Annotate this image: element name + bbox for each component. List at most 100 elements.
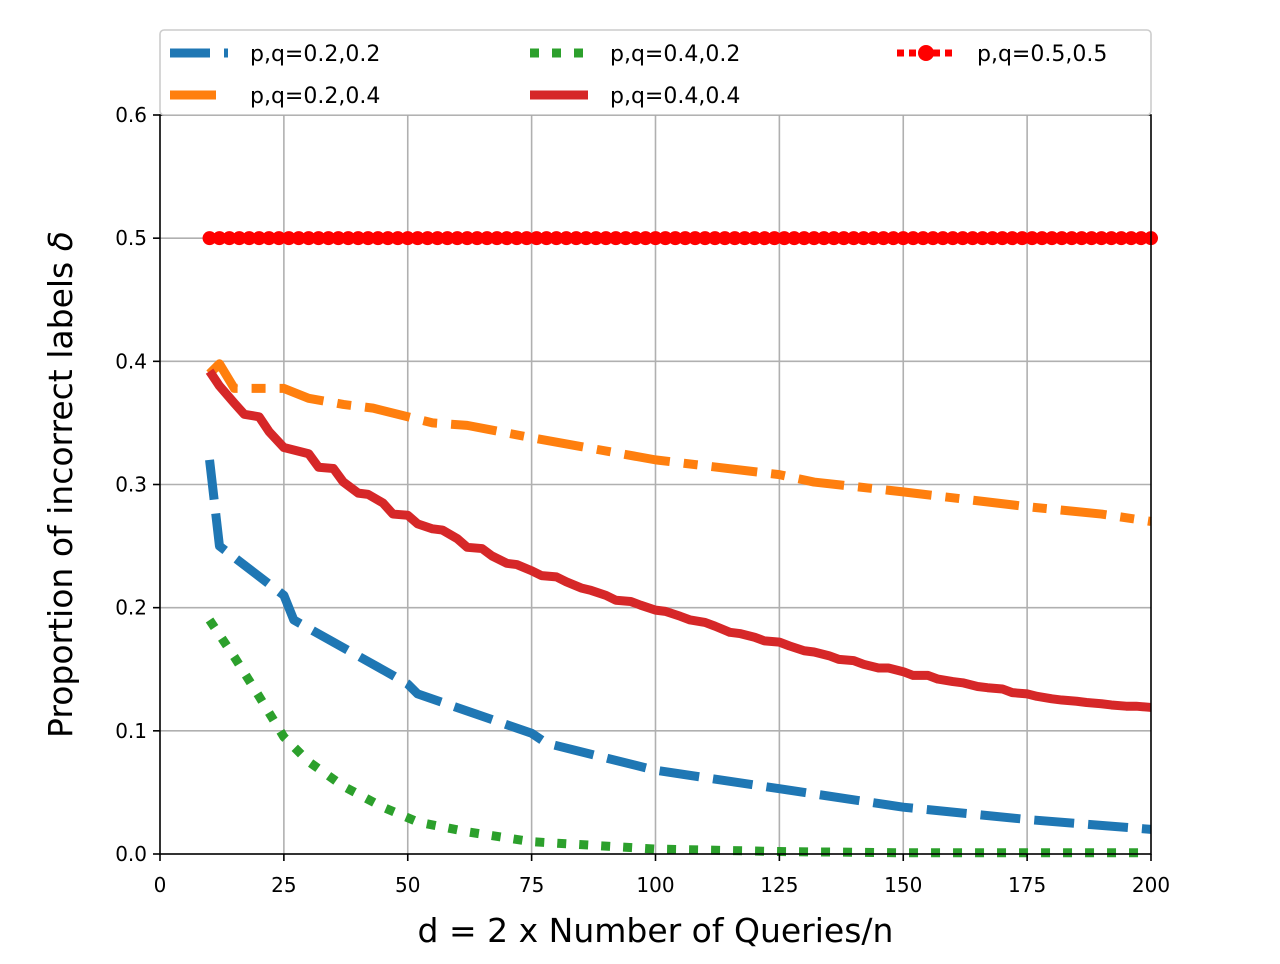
series-marker <box>410 231 425 246</box>
series-marker <box>747 231 762 246</box>
series-marker <box>549 231 564 246</box>
legend-entry-5: p,q=0.5,0.5 <box>897 42 1107 67</box>
series-marker <box>390 231 405 246</box>
series-marker <box>440 231 455 246</box>
x-tick-label: 25 <box>271 873 296 897</box>
series-marker <box>816 231 831 246</box>
series-marker <box>579 231 594 246</box>
series-marker <box>598 231 613 246</box>
series-marker <box>618 231 633 246</box>
series-marker <box>757 231 772 246</box>
series-marker <box>271 231 286 246</box>
series-marker <box>856 231 871 246</box>
series-line <box>206 359 1152 526</box>
series-marker <box>995 231 1010 246</box>
series-marker <box>569 231 584 246</box>
x-tick-label: 125 <box>760 873 798 897</box>
series-marker <box>975 231 990 246</box>
series-marker <box>925 231 940 246</box>
series-marker <box>916 231 931 246</box>
y-tick-label: 0.4 <box>115 349 147 373</box>
series-marker <box>935 231 950 246</box>
series-marker <box>460 231 475 246</box>
legend-label: p,q=0.4,0.4 <box>610 84 740 109</box>
series-marker <box>1025 231 1040 246</box>
series-marker <box>965 231 980 246</box>
series-marker <box>678 231 693 246</box>
series-marker <box>876 231 891 246</box>
series-marker <box>658 231 673 246</box>
series-marker <box>1094 231 1109 246</box>
series-marker <box>489 231 504 246</box>
series-marker <box>430 231 445 246</box>
legend-label: p,q=0.2,0.4 <box>250 84 380 109</box>
series-marker <box>787 231 802 246</box>
series-marker <box>1015 231 1030 246</box>
series-marker <box>589 231 604 246</box>
series-marker <box>351 231 366 246</box>
y-tick-label: 0.3 <box>115 473 147 497</box>
series-marker <box>509 231 524 246</box>
series-marker <box>361 231 376 246</box>
series-marker <box>648 231 663 246</box>
y-tick-label: 0.1 <box>115 719 147 743</box>
series-marker <box>1044 231 1059 246</box>
series-marker <box>281 231 296 246</box>
series-marker <box>707 231 722 246</box>
series-marker <box>559 231 574 246</box>
series-marker <box>886 231 901 246</box>
series-1 <box>205 459 1152 834</box>
series-marker <box>866 231 881 246</box>
series-marker <box>400 231 415 246</box>
series-marker <box>301 231 316 246</box>
tick-labels: 0 25 50 75 100 125 150 175 200 0.0 0.1 0.2 0.3 0.4 0.5… <box>115 103 1170 897</box>
series-marker <box>1034 231 1049 246</box>
legend-entry-4: p,q=0.4,0.4 <box>530 84 740 109</box>
series-marker <box>698 231 713 246</box>
series-marker <box>985 231 1000 246</box>
series-marker <box>202 231 217 246</box>
series-marker <box>252 231 267 246</box>
series-marker <box>638 231 653 246</box>
series-marker <box>717 231 732 246</box>
grid-lines <box>160 115 1151 854</box>
series-marker <box>955 231 970 246</box>
series-4 <box>205 368 1152 712</box>
series-marker <box>1064 231 1079 246</box>
legend: p,q=0.2,0.2 p,q=0.2,0.4 p,q=0.4,0.2 p,q=0.4… <box>159 29 1152 116</box>
series-marker <box>470 231 485 246</box>
legend-label: p,q=0.5,0.5 <box>977 42 1107 67</box>
series-2 <box>206 359 1152 526</box>
series-marker <box>797 231 812 246</box>
x-tick-label: 50 <box>395 873 420 897</box>
series-marker <box>222 231 237 246</box>
y-axis-label-symbol: δ <box>41 231 80 251</box>
series-marker <box>232 231 247 246</box>
series-marker <box>331 231 346 246</box>
series-marker <box>519 231 534 246</box>
series-marker <box>777 231 792 246</box>
series-lines <box>202 231 1158 858</box>
series-line <box>205 459 1152 834</box>
series-marker <box>1074 231 1089 246</box>
series-line <box>205 368 1152 712</box>
y-tick-label: 0.2 <box>115 596 147 620</box>
series-5 <box>202 231 1158 246</box>
series-marker <box>321 231 336 246</box>
series-marker <box>529 231 544 246</box>
series-marker <box>1005 231 1020 246</box>
series-marker <box>906 231 921 246</box>
series-marker <box>807 231 822 246</box>
x-axis-label: d = 2 x Number of Queries/n <box>418 911 894 950</box>
x-tick-label: 0 <box>154 873 167 897</box>
series-marker <box>539 231 554 246</box>
axes <box>153 114 1152 861</box>
legend-label: p,q=0.2,0.2 <box>250 42 380 67</box>
x-tick-label: 150 <box>884 873 922 897</box>
series-marker <box>1124 231 1139 246</box>
series-marker <box>380 231 395 246</box>
series-marker <box>608 231 623 246</box>
x-tick-label: 200 <box>1132 873 1170 897</box>
